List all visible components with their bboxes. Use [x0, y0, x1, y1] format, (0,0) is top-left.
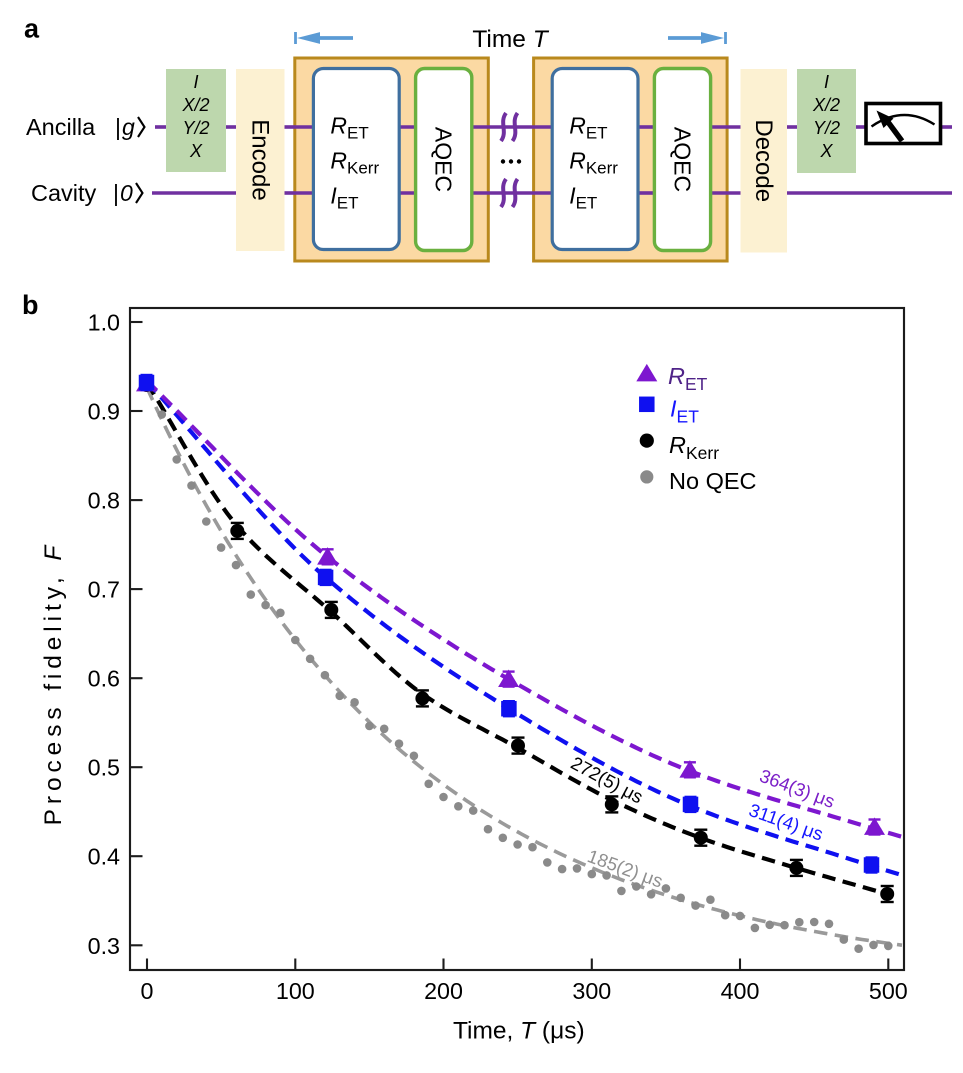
svg-text:Encode: Encode: [246, 119, 273, 200]
svg-text:|: |: [113, 180, 119, 206]
svg-text:X: X: [189, 141, 203, 161]
svg-text:500: 500: [869, 978, 908, 1004]
svg-text:0.4: 0.4: [88, 844, 120, 870]
svg-text:0.5: 0.5: [88, 755, 120, 781]
svg-text:AQEC: AQEC: [431, 127, 457, 192]
svg-text:400: 400: [721, 978, 760, 1004]
svg-text:0: 0: [120, 180, 133, 206]
svg-text:300: 300: [572, 978, 611, 1004]
svg-text:200: 200: [424, 978, 463, 1004]
svg-text:RET: RET: [668, 363, 708, 394]
svg-text:1.0: 1.0: [88, 310, 120, 336]
svg-text:No QEC: No QEC: [669, 468, 757, 494]
svg-text:Decode: Decode: [750, 119, 777, 202]
svg-text:RET: RET: [330, 113, 368, 143]
svg-text:b: b: [22, 290, 39, 320]
svg-text:AQEC: AQEC: [670, 127, 696, 192]
svg-text:0: 0: [141, 978, 154, 1004]
svg-text:X/2: X/2: [812, 95, 840, 115]
svg-text:Ancilla: Ancilla: [26, 114, 96, 140]
svg-text:0.6: 0.6: [88, 666, 120, 692]
svg-text:X: X: [819, 141, 833, 161]
svg-text:g: g: [122, 114, 135, 140]
svg-text:|: |: [115, 114, 121, 140]
svg-text:0.8: 0.8: [88, 488, 120, 514]
svg-text:Y/2: Y/2: [813, 118, 840, 138]
svg-text:a: a: [24, 14, 40, 44]
svg-text:I: I: [824, 72, 829, 92]
svg-text:0.3: 0.3: [88, 933, 120, 959]
svg-text:0.9: 0.9: [88, 399, 120, 425]
svg-text:X/2: X/2: [181, 95, 209, 115]
svg-text:Time, T (μs): Time, T (μs): [453, 1018, 585, 1045]
svg-text:I: I: [193, 72, 198, 92]
svg-text:100: 100: [276, 978, 315, 1004]
svg-text:Cavity: Cavity: [31, 180, 97, 206]
svg-text:Time T: Time T: [472, 26, 549, 53]
svg-text:Process fidelity, F: Process fidelity, F: [40, 541, 67, 826]
svg-text:RKerr: RKerr: [669, 432, 719, 463]
svg-text:0.7: 0.7: [88, 577, 120, 603]
svg-text:Y/2: Y/2: [182, 118, 209, 138]
